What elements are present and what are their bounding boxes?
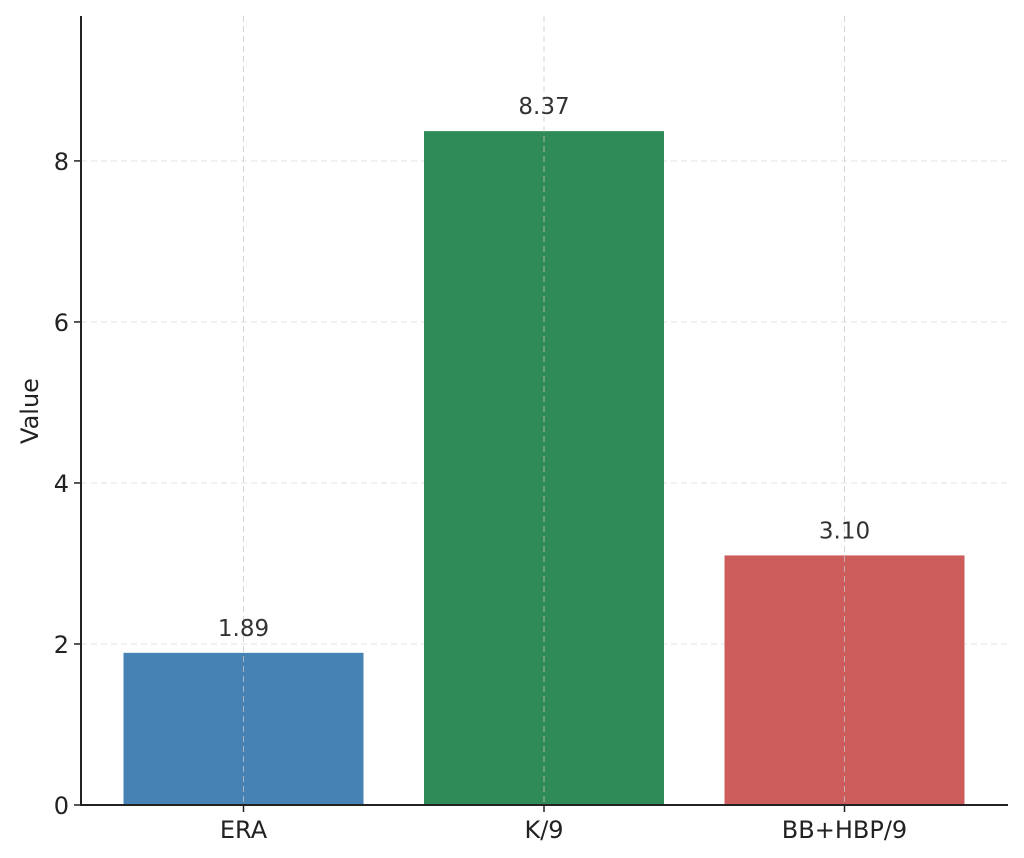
y-tick-label: 6: [54, 309, 69, 337]
y-ticks: 0 2 4 6 8: [54, 148, 81, 820]
bar-value-label: 1.89: [218, 616, 269, 642]
x-tick-label: ERA: [220, 816, 268, 844]
y-axis-title: Value: [16, 378, 44, 444]
value-labels: 1.89 8.37 3.10: [218, 94, 870, 642]
bar-value-label: 3.10: [819, 518, 870, 544]
y-tick-label: 0: [54, 792, 69, 820]
y-tick-label: 8: [54, 148, 69, 176]
bar-value-label: 8.37: [518, 94, 569, 120]
x-tick-label: K/9: [524, 816, 563, 844]
y-tick-label: 4: [54, 470, 69, 498]
x-ticks: ERA K/9 BB+HBP/9: [220, 805, 907, 844]
x-tick-label: BB+HBP/9: [782, 816, 907, 844]
y-tick-label: 2: [54, 631, 69, 659]
